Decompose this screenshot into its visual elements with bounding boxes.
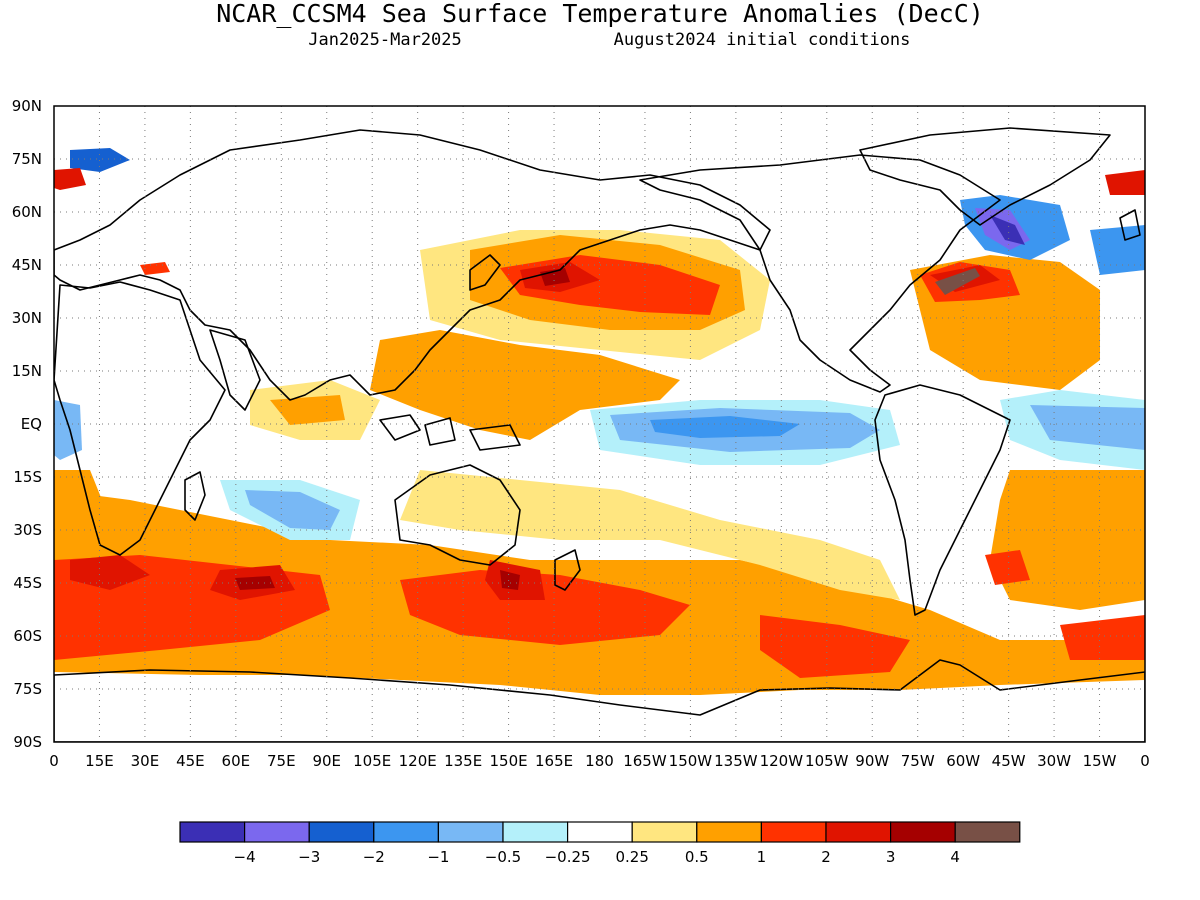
map-frame [53,105,1146,743]
colorbar-swatch [954,821,1021,843]
colorbar-label: −0.5 [485,848,521,866]
colorbar-label: 3 [886,848,896,866]
x-tick: 30W [1037,752,1071,770]
x-tick: 150E [490,752,528,770]
x-tick: 0 [1140,752,1150,770]
colorbar-swatch [696,821,762,843]
x-tick: 75E [267,752,296,770]
x-tick: 45E [176,752,205,770]
y-tick: 60N [12,203,42,221]
colorbar-label: 0.25 [615,848,648,866]
y-tick: 60S [13,627,42,645]
colorbar-swatch [889,821,956,843]
colorbar-swatch [566,821,633,843]
x-tick: 165W [623,752,667,770]
x-tick: 45W [992,752,1026,770]
map-subtitle-init: August2024 initial conditions [614,30,911,50]
x-tick: 105E [353,752,391,770]
x-tick: 60E [222,752,251,770]
colorbar-swatch [437,821,504,843]
colorbar-label: −4 [234,848,256,866]
x-tick: 150W [669,752,713,770]
colorbar-swatch [308,821,375,843]
continents [54,127,1145,742]
colorbar-swatch [825,821,892,843]
colorbar-label: 0.5 [685,848,709,866]
x-tick: 120W [760,752,804,770]
y-tick: 15S [13,468,42,486]
x-tick: 60W [946,752,980,770]
x-tick: 90W [855,752,889,770]
colorbar-swatch [760,821,827,843]
colorbar-label: 1 [757,848,767,866]
colorbar-swatch [244,821,310,843]
map-title: NCAR_CCSM4 Sea Surface Temperature Anoma… [216,0,984,28]
x-axis-labels: 0 15E 30E 45E 60E 75E 90E 105E 120E 135E 150E 165E 1… [49,752,1150,770]
plot-area [54,106,1145,742]
colorbar-swatch [502,821,569,843]
map-subtitle-period: Jan2025-Mar2025 [308,30,462,50]
x-tick: 120E [399,752,437,770]
colorbar-swatch [179,821,246,843]
x-tick: 75W [901,752,935,770]
x-tick: 0 [49,752,59,770]
colorbar-label: 4 [950,848,960,866]
y-tick: 75N [12,150,42,168]
colorbar-label: −1 [427,848,449,866]
x-tick: 30E [131,752,160,770]
x-tick: 15E [85,752,114,770]
x-tick: 165E [535,752,573,770]
y-tick: 90N [12,97,42,115]
y-tick: 90S [13,733,42,751]
colorbar-label: −0.25 [545,848,591,866]
colorbar-swatch [373,821,439,843]
x-tick: 105W [805,752,849,770]
colorbar-label: 2 [821,848,831,866]
y-tick: 45N [12,256,42,274]
y-tick: 30N [12,309,42,327]
y-tick: 15N [12,362,42,380]
colorbar-swatch [631,821,698,843]
y-tick: EQ [21,415,42,433]
y-tick: 75S [13,680,42,698]
y-tick: 45S [13,574,42,592]
x-tick: 15W [1083,752,1117,770]
colorbar-label: −2 [363,848,385,866]
x-tick: 180 [585,752,614,770]
x-tick: 135E [444,752,482,770]
colorbar: −4 −3 −2 −1 −0.5 −0.25 0.25 0.5 1 2 3 4 [179,821,1021,866]
map-grid-vertical [98,106,1101,742]
x-tick: 90E [312,752,341,770]
colorbar-label: −3 [298,848,320,866]
x-tick: 135W [714,752,758,770]
y-tick: 30S [13,521,42,539]
y-axis-labels: 90N 75N 60N 45N 30N 15N EQ 15S 30S 45S 6… [12,97,42,751]
